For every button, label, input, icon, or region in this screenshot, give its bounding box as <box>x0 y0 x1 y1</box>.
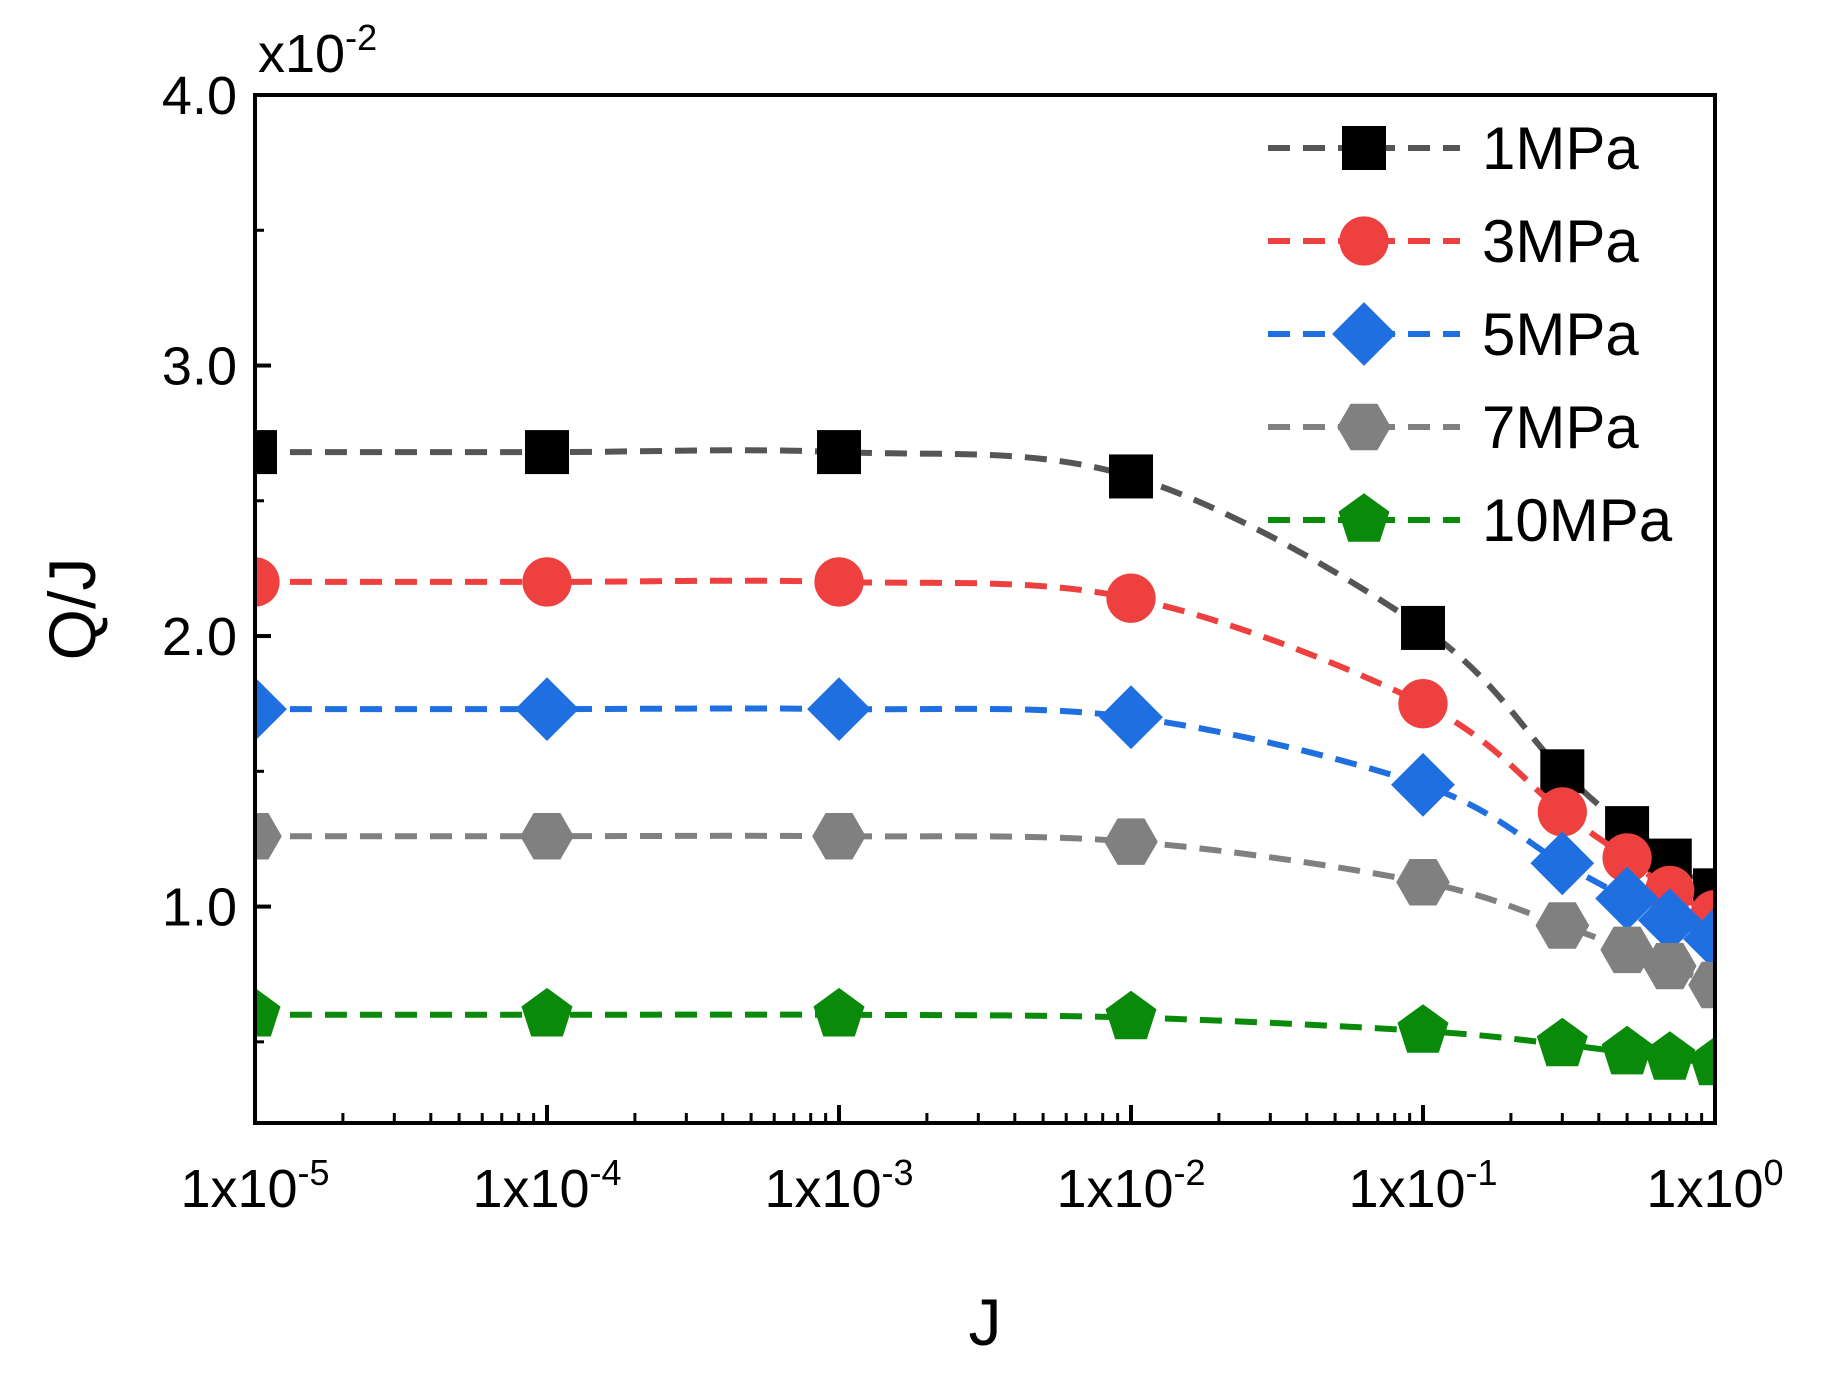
x-tick-label-3: 1x10-2 <box>1056 1152 1205 1219</box>
x-tick-exponent: 0 <box>1764 1152 1784 1193</box>
legend-marker-5MPa <box>1332 302 1396 366</box>
series-line-3MPa <box>255 577 1715 918</box>
data-point-3MPa-3 <box>1106 573 1156 623</box>
x-tick-base: 1x10 <box>764 1159 881 1219</box>
data-point-7MPa-2 <box>812 813 866 860</box>
data-point-3MPa-5 <box>1537 787 1587 837</box>
data-point-7MPa-7 <box>1642 942 1697 990</box>
y-multiplier-label: x10-2 <box>258 17 377 84</box>
data-point-7MPa-8 <box>1688 961 1715 1009</box>
data-point-1MPa-3 <box>1109 454 1153 499</box>
x-tick-base: 1x10 <box>1348 1159 1465 1219</box>
series-7MPa <box>255 813 1715 1009</box>
data-point-1MPa-5 <box>1540 749 1585 794</box>
data-point-5MPa-7 <box>1637 888 1702 952</box>
data-point-10MPa-0 <box>255 987 281 1037</box>
data-point-10MPa-1 <box>521 987 573 1037</box>
legend-label-1MPa: 1MPa <box>1482 115 1639 182</box>
series-3MPa <box>255 557 1715 940</box>
x-axis-title: J <box>969 1285 1002 1359</box>
data-point-10MPa-8 <box>1689 1036 1715 1086</box>
x-tick-label-4: 1x10-1 <box>1348 1152 1497 1219</box>
y-axis-title: Q/J <box>35 558 109 661</box>
data-point-1MPa-1 <box>525 430 569 475</box>
legend-marker-1MPa <box>1342 126 1386 170</box>
data-point-7MPa-0 <box>255 813 282 860</box>
x-tick-exponent: -1 <box>1466 1152 1498 1193</box>
data-point-10MPa-3 <box>1105 990 1157 1040</box>
x-tick-base: 1x10 <box>180 1159 297 1219</box>
legend-item-10MPa: 10MPa <box>1268 487 1673 554</box>
series-layer <box>255 430 1715 1086</box>
legend-item-5MPa: 5MPa <box>1268 301 1639 368</box>
legend: 1MPa 3MPa 5MPa 7MPa 10MPa <box>1268 115 1673 554</box>
data-point-5MPa-6 <box>1595 866 1659 931</box>
data-point-5MPa-4 <box>1391 752 1455 817</box>
data-point-10MPa-2 <box>813 987 865 1037</box>
data-point-3MPa-4 <box>1398 679 1448 729</box>
series-line-10MPa <box>255 1011 1715 1067</box>
legend-marker-10MPa <box>1338 493 1390 542</box>
series-5MPa <box>255 677 1715 971</box>
data-point-5MPa-5 <box>1530 831 1595 896</box>
x-tick-base: 1x10 <box>472 1159 589 1219</box>
x-tick-label-1: 1x10-4 <box>472 1152 621 1219</box>
data-point-1MPa-4 <box>1401 605 1445 650</box>
data-point-7MPa-3 <box>1104 818 1158 865</box>
data-point-5MPa-0 <box>255 677 287 741</box>
series-line-5MPa <box>255 705 1715 942</box>
legend-marker-3MPa <box>1339 216 1389 266</box>
legend-label-3MPa: 3MPa <box>1482 208 1639 275</box>
y-multiplier-base: x10 <box>258 24 345 84</box>
data-point-1MPa-2 <box>817 430 861 475</box>
legend-item-3MPa: 3MPa <box>1268 208 1639 275</box>
data-point-10MPa-4 <box>1397 1004 1449 1053</box>
data-point-7MPa-4 <box>1396 859 1450 906</box>
series-10MPa <box>255 987 1715 1086</box>
y-tick-label-2: 3.0 <box>162 337 237 397</box>
data-point-1MPa-0 <box>255 430 277 475</box>
data-point-3MPa-6 <box>1602 833 1652 883</box>
legend-marker-7MPa <box>1337 403 1391 451</box>
x-tick-exponent: -3 <box>882 1152 914 1193</box>
data-point-5MPa-2 <box>807 677 871 741</box>
data-point-5MPa-1 <box>515 677 579 741</box>
x-tick-base: 1x10 <box>1056 1159 1173 1219</box>
legend-label-5MPa: 5MPa <box>1482 301 1639 368</box>
legend-item-7MPa: 7MPa <box>1268 394 1639 461</box>
legend-item-1MPa: 1MPa <box>1268 115 1639 182</box>
plot-frame <box>253 93 1717 1125</box>
y-tick-label-0: 1.0 <box>162 878 237 938</box>
x-tick-label-5: 1x100 <box>1646 1152 1783 1219</box>
legend-label-7MPa: 7MPa <box>1482 394 1639 461</box>
data-point-10MPa-6 <box>1601 1025 1653 1075</box>
data-point-10MPa-7 <box>1644 1031 1696 1080</box>
x-tick-base: 1x10 <box>1646 1159 1763 1219</box>
data-point-5MPa-3 <box>1099 685 1163 750</box>
data-point-5MPa-8 <box>1683 907 1715 971</box>
series-line-7MPa <box>255 832 1715 988</box>
data-point-10MPa-5 <box>1536 1017 1588 1067</box>
data-point-7MPa-1 <box>520 813 574 860</box>
y-multiplier-exponent: -2 <box>345 17 377 58</box>
x-tick-exponent: -2 <box>1174 1152 1206 1193</box>
x-tick-label-0: 1x10-5 <box>180 1152 329 1219</box>
data-point-7MPa-5 <box>1535 902 1590 949</box>
x-tick-label-2: 1x10-3 <box>764 1152 913 1219</box>
legend-label-10MPa: 10MPa <box>1482 487 1673 554</box>
y-tick-label-3: 4.0 <box>162 66 237 126</box>
x-tick-exponent: -4 <box>590 1152 622 1193</box>
data-point-3MPa-2 <box>814 557 864 607</box>
data-point-7MPa-6 <box>1600 926 1654 974</box>
axis-layer: 1x10-5 1x10-4 1x10-3 1x10-2 1x10-1 1x1001.02.… <box>35 17 1784 1359</box>
x-tick-exponent: -5 <box>298 1152 330 1193</box>
data-point-3MPa-0 <box>255 557 280 607</box>
data-point-3MPa-1 <box>522 557 572 607</box>
y-tick-label-1: 2.0 <box>162 607 237 667</box>
